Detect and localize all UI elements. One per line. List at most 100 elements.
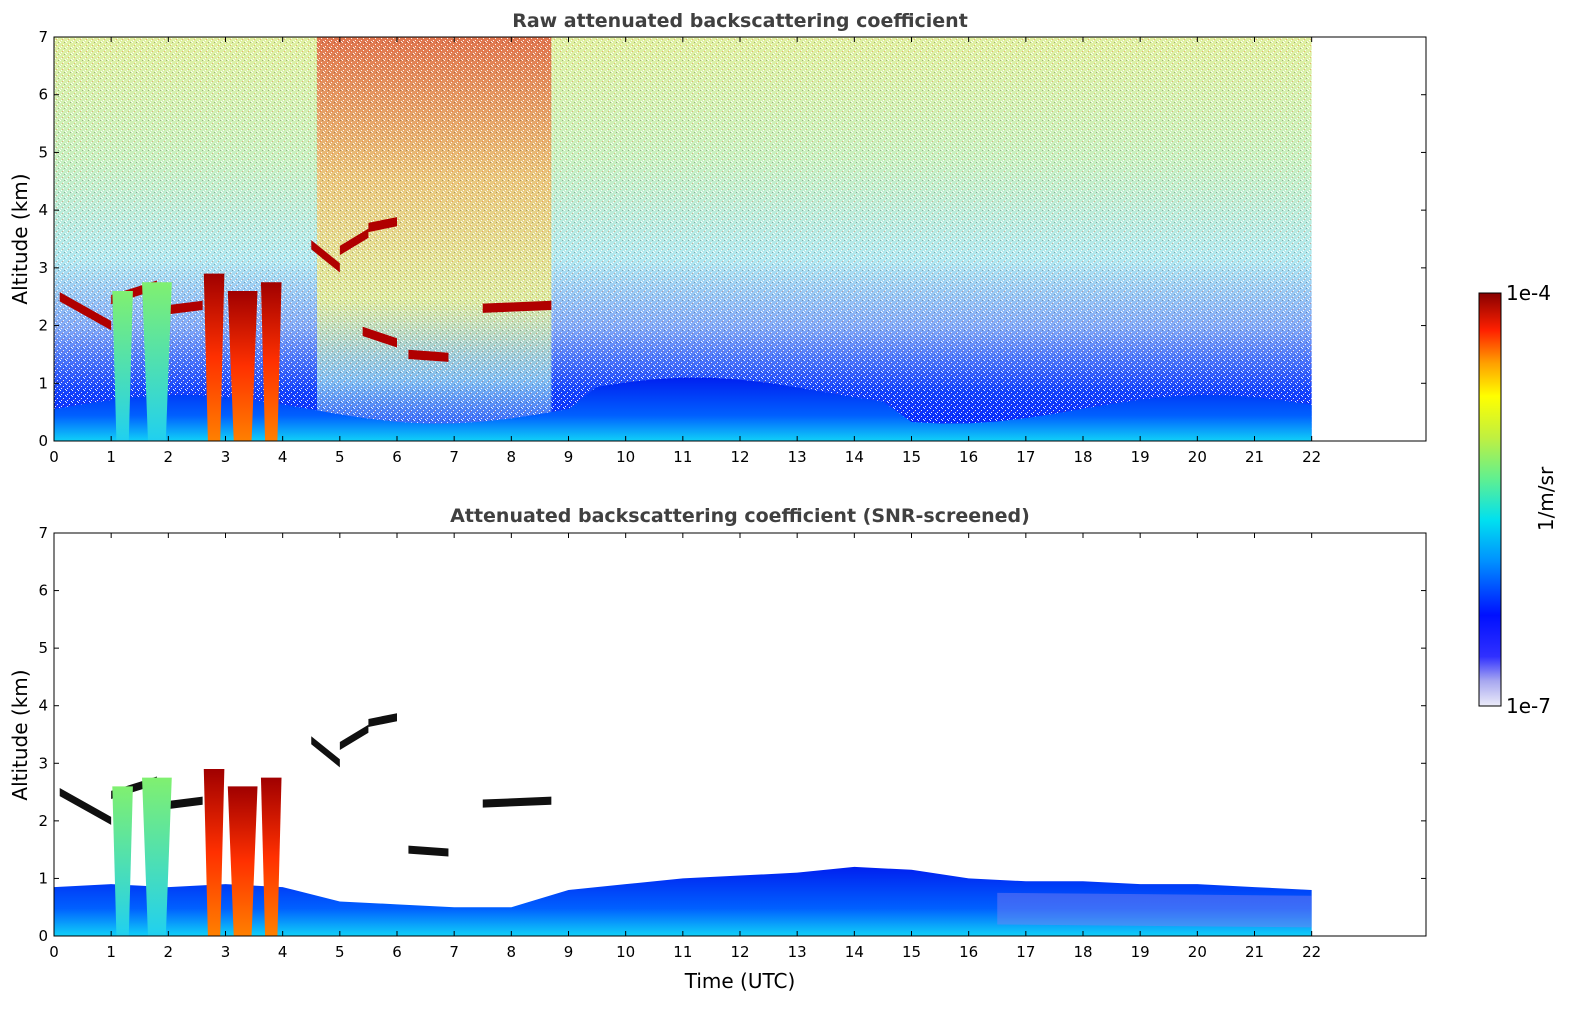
boundary-layer xyxy=(54,377,1312,441)
rain-shaft xyxy=(112,786,133,936)
x-tick-label: 17 xyxy=(1016,448,1035,466)
panel-snr-screened: Attenuated backscattering coefficient (S… xyxy=(8,505,1427,993)
cloud-segment xyxy=(482,300,552,313)
x-tick-label: 2 xyxy=(164,943,174,961)
x-tick-label: 11 xyxy=(673,448,692,466)
x-tick-label: 0 xyxy=(49,943,59,961)
x-tick-label: 20 xyxy=(1188,448,1207,466)
cloud-segment xyxy=(311,240,340,273)
y-tick-label: 1 xyxy=(38,374,48,392)
x-axis-label: Time (UTC) xyxy=(684,969,796,993)
x-tick-label: 1 xyxy=(106,943,116,961)
cloud-segment xyxy=(368,217,397,233)
y-axis-label: Altitude (km) xyxy=(8,669,32,800)
colorbar: 1e-4 1e-7 1/m/sr xyxy=(1478,281,1558,718)
rain-shaft xyxy=(142,777,172,936)
x-tick-label: 9 xyxy=(564,943,574,961)
colorbar-unit-label: 1/m/sr xyxy=(1534,466,1558,531)
colorbar-gradient xyxy=(1478,292,1502,707)
y-tick-label: 6 xyxy=(38,86,48,104)
cloud-segment xyxy=(408,349,449,362)
y-tick-label: 4 xyxy=(38,201,48,219)
y-tick-label: 4 xyxy=(38,697,48,715)
panel-raw-backscatter: Raw attenuated backscattering coefficien… xyxy=(8,10,1427,466)
x-tick-label: 15 xyxy=(902,448,921,466)
x-tick-label: 12 xyxy=(730,943,749,961)
rain-shaft xyxy=(203,769,225,936)
x-tick-label: 14 xyxy=(845,943,864,961)
x-tick-label: 7 xyxy=(449,943,459,961)
rain-shaft xyxy=(227,290,258,441)
x-tick-label: 21 xyxy=(1245,448,1264,466)
y-tick-label: 2 xyxy=(38,317,48,335)
boundary-layer xyxy=(54,866,1312,936)
heatmap-screened xyxy=(54,713,1312,936)
x-tick-label: 6 xyxy=(392,448,402,466)
x-tick-label: 13 xyxy=(788,943,807,961)
x-tick-label: 4 xyxy=(278,448,288,466)
chart-title: Raw attenuated backscattering coefficien… xyxy=(512,10,968,32)
x-tick-label: 22 xyxy=(1302,943,1321,961)
x-tick-label: 11 xyxy=(673,943,692,961)
y-tick-label: 5 xyxy=(38,143,48,161)
cloud-segment xyxy=(408,845,449,857)
x-tick-label: 12 xyxy=(730,448,749,466)
x-tick-label: 10 xyxy=(616,943,635,961)
y-tick-label: 3 xyxy=(38,754,48,772)
cloud-segment xyxy=(59,788,112,825)
y-tick-label: 0 xyxy=(38,927,48,945)
rain-shaft xyxy=(112,290,133,441)
y-tick-label: 2 xyxy=(38,812,48,830)
x-tick-label: 5 xyxy=(335,448,345,466)
colorbar-max-label: 1e-4 xyxy=(1506,281,1551,305)
rain-shaft xyxy=(203,273,225,441)
x-tick-label: 1 xyxy=(106,448,116,466)
cloud-segment xyxy=(362,326,397,348)
chart-title: Attenuated backscattering coefficient (S… xyxy=(450,505,1030,527)
heatmap-raw xyxy=(54,37,1312,441)
cloud-segment xyxy=(368,713,397,728)
x-tick-label: 22 xyxy=(1302,448,1321,466)
rain-shaft xyxy=(260,777,282,936)
cloud-segment xyxy=(482,796,552,808)
y-tick-label: 3 xyxy=(38,259,48,277)
x-tick-label: 18 xyxy=(1073,943,1092,961)
x-tick-label: 21 xyxy=(1245,943,1264,961)
y-axis: 0 1 2 3 4 5 6 7 xyxy=(38,524,1426,945)
x-tick-label: 16 xyxy=(959,943,978,961)
y-tick-label: 7 xyxy=(38,524,48,542)
x-tick-label: 20 xyxy=(1188,943,1207,961)
cloud-segment xyxy=(311,736,340,768)
x-tick-label: 8 xyxy=(507,943,517,961)
x-tick-label: 2 xyxy=(164,448,174,466)
x-tick-label: 16 xyxy=(959,448,978,466)
cloud-segment xyxy=(339,228,369,256)
x-tick-label: 3 xyxy=(221,943,231,961)
x-tick-label: 19 xyxy=(1131,943,1150,961)
x-tick-label: 6 xyxy=(392,943,402,961)
x-tick-label: 17 xyxy=(1016,943,1035,961)
rain-shaft xyxy=(227,786,258,936)
cloud-segment xyxy=(339,724,369,751)
y-axis-label: Altitude (km) xyxy=(8,173,32,304)
rain-shaft xyxy=(142,282,172,441)
x-tick-label: 9 xyxy=(564,448,574,466)
cloud-segment xyxy=(59,292,112,331)
x-tick-label: 0 xyxy=(49,448,59,466)
x-tick-label: 13 xyxy=(788,448,807,466)
y-tick-label: 1 xyxy=(38,869,48,887)
y-tick-label: 6 xyxy=(38,582,48,600)
x-tick-label: 5 xyxy=(335,943,345,961)
low-signal-region xyxy=(997,892,1312,928)
y-tick-label: 7 xyxy=(38,28,48,46)
colorbar-min-label: 1e-7 xyxy=(1506,694,1551,718)
x-axis: 0 1 2 3 4 5 6 7 8 9 10 11 12 13 14 15 16 17 18 19 20 21 22 xyxy=(49,533,1321,961)
x-tick-label: 8 xyxy=(507,448,517,466)
x-tick-label: 10 xyxy=(616,448,635,466)
x-tick-label: 18 xyxy=(1073,448,1092,466)
y-tick-label: 0 xyxy=(38,432,48,450)
y-axis: 0 1 2 3 4 5 6 7 xyxy=(38,28,1426,450)
x-axis: 0 1 2 3 4 5 6 7 8 9 10 11 12 13 14 15 16 17 18 19 20 21 22 xyxy=(49,37,1321,466)
x-tick-label: 4 xyxy=(278,943,288,961)
